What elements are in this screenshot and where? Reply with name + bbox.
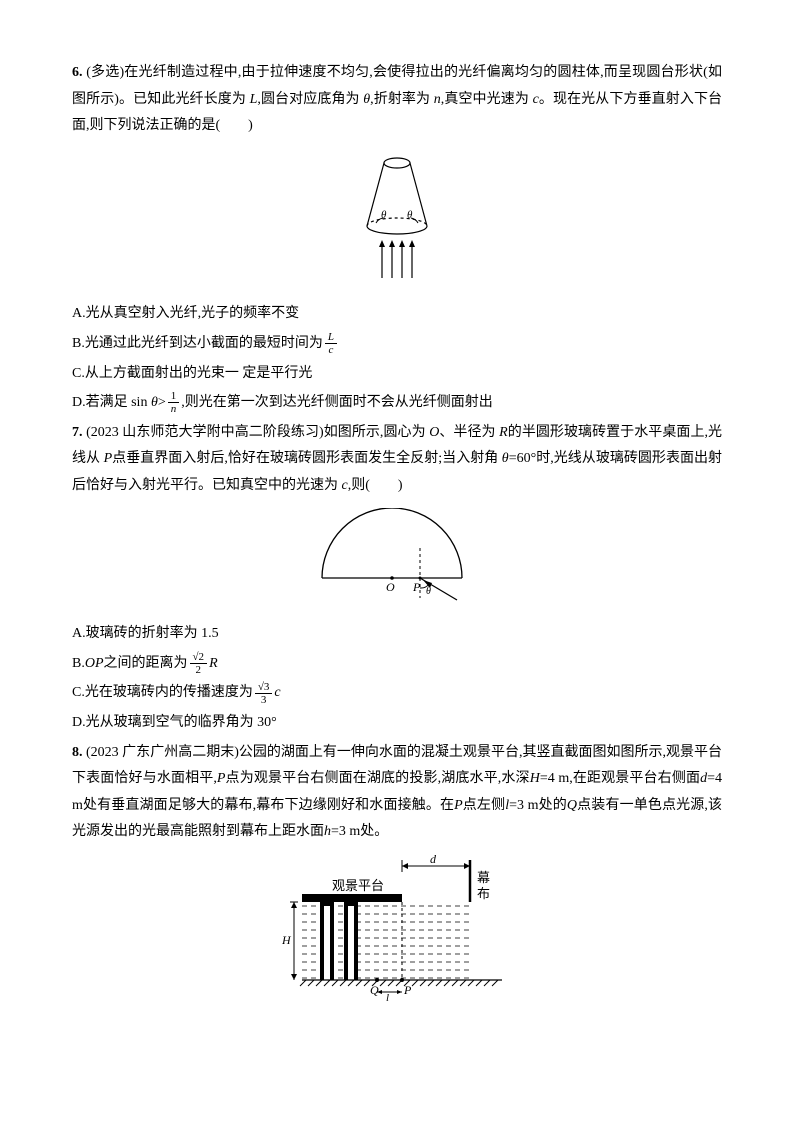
svg-text:θ: θ	[407, 209, 413, 221]
q8-lval: =3 m处的	[509, 798, 567, 813]
q7-source: (2023 山东师范大学附中高二阶段练习)	[86, 425, 324, 440]
svg-text:观景平台: 观景平台	[332, 878, 384, 893]
q8-text: 8. (2023 广东广州高二期末)公园的湖面上有一伸向水面的混凝土观景平台,其…	[72, 740, 722, 846]
q8-t3: 点左侧	[463, 798, 506, 813]
q7-figure: O P θ	[72, 508, 722, 614]
q8-Q: Q	[567, 798, 577, 813]
svg-text:θ: θ	[381, 209, 387, 221]
q6-optD-t1: D.若满足 sin	[72, 395, 151, 410]
q7-optC-t1: C.光在玻璃砖内的传播速度为	[72, 685, 253, 700]
q7-optB-t2: 之间的距离为	[104, 656, 188, 671]
q7-number: 7.	[72, 425, 83, 440]
q7-t2: 、半径为	[439, 425, 495, 440]
q6-optB-frac: Lc	[325, 331, 337, 356]
q7-t5: ,则( )	[348, 478, 403, 493]
q6-optD: D.若满足 sin θ>1n,则光在第一次到达光纤侧面时不会从光纤侧面射出	[72, 390, 722, 417]
q8-h: h	[324, 824, 331, 839]
q8-P2: P	[454, 798, 463, 813]
svg-text:布: 布	[477, 886, 490, 901]
q7-optB-frac: √22	[190, 651, 208, 676]
q7-t4: 点垂直界面入射后,恰好在玻璃砖圆形表面发生全反射;当入射角	[112, 451, 502, 466]
q8-number: 8.	[72, 745, 83, 760]
q7-R: R	[499, 425, 508, 440]
q8-t2: 点为观景平台右侧面在湖底的投影,湖底水平,水深	[225, 771, 529, 786]
q7-theta: θ	[502, 451, 509, 466]
q7-optC: C.光在玻璃砖内的传播速度为√33c	[72, 680, 722, 707]
q7-text: 7. (2023 山东师范大学附中高二阶段练习)如图所示,圆心为 O、半径为 R…	[72, 420, 722, 500]
q7-optA: A.玻璃砖的折射率为 1.5	[72, 621, 722, 648]
q6-optD-t3: ,则光在第一次到达光纤侧面时不会从光纤侧面射出	[181, 395, 493, 410]
svg-text:幕: 幕	[477, 870, 490, 885]
q6-figure: θ θ	[72, 148, 722, 294]
q7-O: O	[429, 425, 439, 440]
q6-n: n	[434, 92, 441, 107]
q7-t1: 如图所示,圆心为	[324, 425, 426, 440]
q6-optC: C.从上方截面射出的光束一 定是平行光	[72, 361, 722, 388]
q6-prefix: (多选)	[86, 65, 124, 80]
q6-t4: ,真空中光速为	[441, 92, 529, 107]
q7-optD: D.光从玻璃到空气的临界角为 30°	[72, 710, 722, 737]
q6-optB-t1: B.光通过此光纤到达小截面的最短时间为	[72, 336, 323, 351]
q7-optC-c: c	[274, 685, 280, 700]
q8-figure: d 观景平台	[72, 854, 722, 1015]
svg-text:d: d	[430, 854, 437, 866]
svg-text:l: l	[386, 992, 389, 1004]
svg-text:P: P	[403, 983, 412, 997]
q7-optB: B.OP之间的距离为√22R	[72, 651, 722, 678]
q6-optD-t2: >	[158, 395, 166, 410]
q8-H: H	[530, 771, 540, 786]
q7-optB-OP: OP	[85, 656, 104, 671]
q8-hval: =3 m处。	[331, 824, 388, 839]
q6-optB: B.光通过此光纤到达小截面的最短时间为Lc	[72, 331, 722, 358]
q6-optD-frac: 1n	[168, 390, 180, 415]
q6-t2: ,圆台对应底角为	[257, 92, 363, 107]
svg-text:θ: θ	[426, 586, 431, 597]
q7-optB-t1: B.	[72, 656, 85, 671]
q6-number: 6.	[72, 65, 83, 80]
q7-P: P	[104, 451, 113, 466]
svg-text:Q: Q	[370, 983, 379, 997]
svg-text:H: H	[282, 933, 292, 947]
q8-source: (2023 广东广州高二期末)	[86, 745, 239, 760]
svg-text:O: O	[386, 580, 395, 594]
q7-optB-R: R	[209, 656, 218, 671]
q8-Hval: =4 m,在距观景平台右侧面	[540, 771, 700, 786]
q6-optA: A.光从真空射入光纤,光子的频率不变	[72, 301, 722, 328]
q6-optD-theta: θ	[151, 395, 158, 410]
q6-text: 6. (多选)在光纤制造过程中,由于拉伸速度不均匀,会使得拉出的光纤偏离均匀的圆…	[72, 60, 722, 140]
q7-optC-frac: √33	[255, 681, 273, 706]
q6-t3: ,折射率为	[370, 92, 430, 107]
